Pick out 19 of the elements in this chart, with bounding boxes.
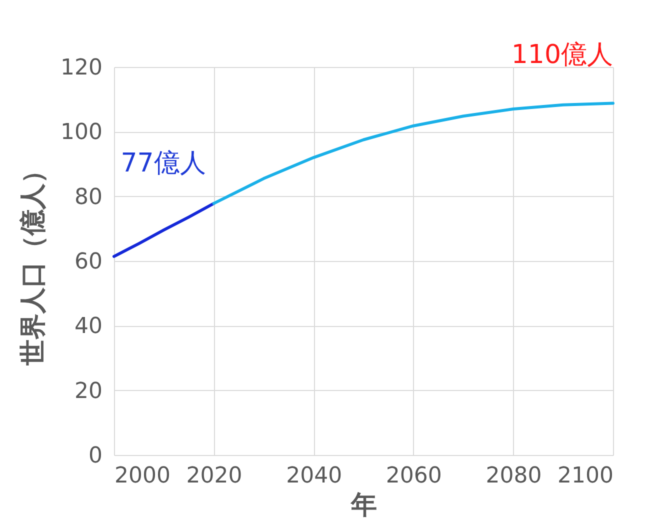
y-axis-title: 世界人口（億人） bbox=[18, 158, 49, 366]
y-tick-label: 20 bbox=[74, 378, 102, 404]
y-tick-label: 120 bbox=[60, 56, 102, 80]
x-tick-label: 2100 bbox=[558, 464, 614, 488]
x-tick-label: 2080 bbox=[486, 464, 542, 488]
y-tick-label: 80 bbox=[74, 184, 102, 210]
y-tick-label: 0 bbox=[88, 444, 102, 468]
line-series bbox=[112, 202, 216, 258]
y-tick-label: 60 bbox=[74, 250, 102, 274]
y-tick-label: 100 bbox=[60, 120, 102, 146]
x-tick-label: 2060 bbox=[386, 464, 442, 488]
x-tick-label: 2000 bbox=[114, 464, 170, 488]
x-axis-title: 年 bbox=[350, 490, 377, 520]
x-tick-label: 2020 bbox=[186, 464, 242, 488]
annotation: 110億人 bbox=[511, 40, 613, 70]
x-tick-label: 2040 bbox=[286, 464, 342, 488]
line-series bbox=[212, 102, 614, 205]
annotation: 77億人 bbox=[120, 148, 206, 178]
y-tick-label: 40 bbox=[74, 314, 102, 340]
